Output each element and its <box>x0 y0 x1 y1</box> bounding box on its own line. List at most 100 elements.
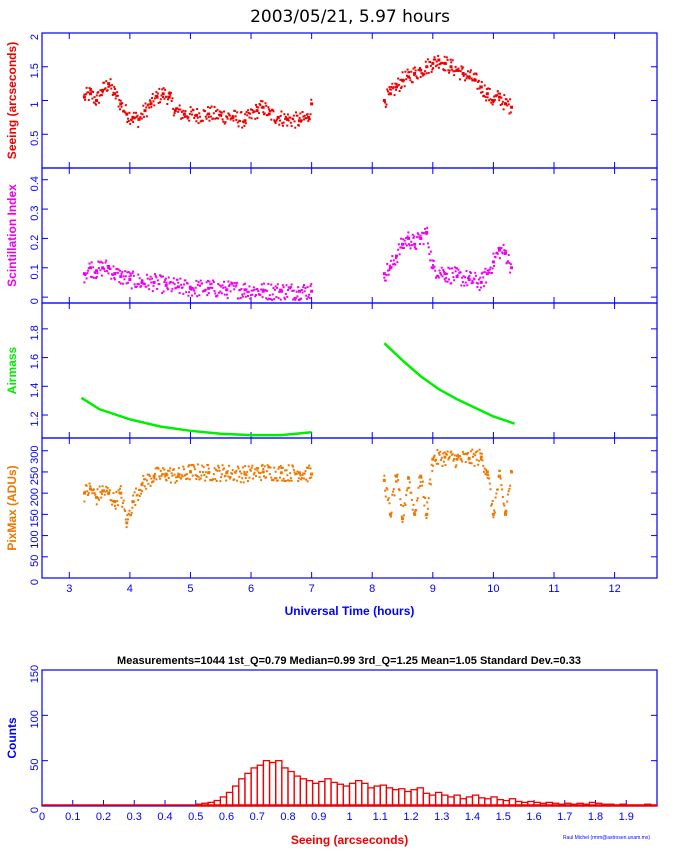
data-point <box>413 72 417 75</box>
data-point <box>171 287 174 290</box>
data-point <box>235 469 238 472</box>
histogram-bar <box>410 789 418 807</box>
data-point <box>148 288 151 291</box>
data-point <box>181 475 184 478</box>
data-point <box>137 125 140 128</box>
data-point <box>491 512 495 516</box>
data-point <box>453 279 456 282</box>
data-point <box>289 285 292 288</box>
data-point <box>252 473 255 476</box>
data-point <box>205 475 208 478</box>
data-point <box>214 117 217 120</box>
data-point <box>228 283 231 286</box>
data-point <box>159 98 162 101</box>
data-point <box>208 280 211 283</box>
data-point <box>206 113 209 116</box>
data-point <box>169 281 172 284</box>
data-point <box>480 452 483 455</box>
data-point <box>109 267 112 270</box>
data-point <box>125 282 128 285</box>
data-point <box>136 493 139 496</box>
x-tick-label: 1.1 <box>373 811 388 823</box>
data-point <box>134 504 137 507</box>
data-point <box>403 85 406 88</box>
data-point <box>264 289 267 292</box>
data-point <box>419 234 422 237</box>
data-point <box>192 109 195 112</box>
data-point <box>100 492 103 495</box>
data-point <box>433 454 436 457</box>
data-point <box>409 79 412 82</box>
data-point <box>388 502 391 505</box>
data-point <box>244 295 247 298</box>
data-point <box>116 91 119 94</box>
data-point <box>183 115 186 118</box>
data-point <box>269 466 272 469</box>
data-point <box>163 97 166 100</box>
data-point <box>137 499 140 502</box>
data-point <box>504 249 507 252</box>
data-point <box>424 231 427 234</box>
data-point <box>137 273 140 276</box>
data-point <box>509 263 512 266</box>
data-point <box>281 284 284 287</box>
data-point <box>227 280 230 283</box>
data-point <box>477 79 480 82</box>
data-point <box>93 96 96 99</box>
data-point <box>113 276 116 279</box>
data-point <box>199 470 202 473</box>
data-point <box>119 108 122 111</box>
data-point <box>280 467 283 470</box>
histogram-bar <box>613 804 621 807</box>
data-point <box>290 283 293 286</box>
data-point <box>175 480 178 483</box>
data-point <box>477 463 480 466</box>
data-point <box>427 71 430 74</box>
data-point <box>164 283 168 287</box>
data-point <box>394 474 398 478</box>
data-point <box>493 509 496 512</box>
data-point <box>408 244 411 247</box>
data-point <box>137 283 140 286</box>
data-point <box>421 74 424 77</box>
data-point <box>486 96 489 99</box>
data-point <box>291 464 294 467</box>
data-point <box>385 103 388 106</box>
data-point <box>479 280 483 284</box>
data-point <box>156 279 159 282</box>
data-point <box>82 272 86 276</box>
data-point <box>136 114 139 117</box>
data-point <box>507 254 510 257</box>
data-point <box>188 478 191 481</box>
data-point <box>116 504 119 507</box>
data-point <box>284 479 287 482</box>
data-point <box>177 108 180 111</box>
data-point <box>416 236 419 239</box>
histogram-bar <box>398 788 406 807</box>
data-point <box>126 514 129 517</box>
data-point <box>466 284 469 287</box>
data-point <box>273 477 276 480</box>
data-point <box>271 293 274 296</box>
data-point <box>245 111 248 114</box>
data-point <box>505 510 508 513</box>
data-point <box>193 289 196 292</box>
data-point <box>269 110 272 113</box>
data-point <box>501 100 504 103</box>
data-point <box>145 285 148 288</box>
data-point <box>233 281 236 284</box>
data-point <box>207 116 210 119</box>
data-point <box>136 283 139 286</box>
data-point <box>214 292 217 295</box>
data-point <box>260 100 263 103</box>
data-point <box>249 468 252 471</box>
data-point <box>386 262 389 265</box>
y-tick-label: 150 <box>29 665 41 683</box>
data-point <box>485 92 489 96</box>
data-point <box>283 113 286 116</box>
data-point <box>464 460 467 463</box>
data-point <box>449 58 452 61</box>
data-point <box>289 477 292 480</box>
data-point <box>272 479 275 482</box>
data-point <box>425 72 428 75</box>
